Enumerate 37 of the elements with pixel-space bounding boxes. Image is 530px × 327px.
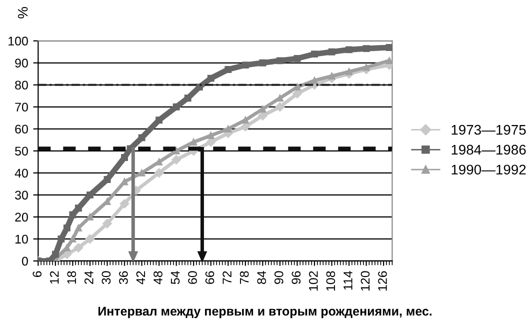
y-tick-label: 90 <box>15 58 28 68</box>
x-tick-label: 90 <box>274 271 284 284</box>
x-tick-label: 108 <box>326 271 336 291</box>
x-tick-label: 102 <box>308 271 318 291</box>
x-tick-label: 60 <box>188 271 197 284</box>
x-tick-label: 84 <box>257 271 266 284</box>
y-tick-label: 10 <box>15 234 28 244</box>
x-tick-label: 18 <box>67 271 76 284</box>
x-tick-label: 54 <box>170 271 180 284</box>
x-tick-label: 6 <box>32 271 42 277</box>
x-tick-label: 72 <box>222 271 232 284</box>
legend-label: 1984—1986 <box>452 144 526 155</box>
legend-label: 1990—1992 <box>452 164 526 175</box>
x-tick-label: 42 <box>136 271 146 284</box>
y-tick-label: 40 <box>14 168 28 178</box>
y-tick-label: 50 <box>15 146 28 156</box>
x-tick-label: 24 <box>84 271 94 284</box>
y-tick-label: 0 <box>22 256 28 266</box>
x-tick-label: 12 <box>50 271 59 284</box>
x-tick-label: 96 <box>292 271 301 284</box>
y-tick-label: 70 <box>15 102 28 112</box>
y-tick-label: 80 <box>15 80 28 90</box>
y-tick-label: 100 <box>8 36 28 46</box>
y-tick-label: 30 <box>15 190 28 200</box>
x-axis-title: Интервал между первым и вторым рождениями, мес. <box>98 306 432 318</box>
legend-label: 1973—1975 <box>452 124 526 135</box>
x-tick-label: 114 <box>344 271 352 290</box>
x-tick-label: 126 <box>378 271 387 291</box>
y-axis-title: % <box>18 7 28 18</box>
x-tick-label: 36 <box>119 271 128 284</box>
x-tick-label: 120 <box>360 271 370 291</box>
y-tick-label: 20 <box>15 212 28 222</box>
x-tick-label: 78 <box>240 271 249 284</box>
y-tick-label: 60 <box>15 124 28 134</box>
x-tick-label: 66 <box>205 271 214 284</box>
x-tick-label: 48 <box>154 271 162 284</box>
x-tick-label: 30 <box>102 271 111 284</box>
